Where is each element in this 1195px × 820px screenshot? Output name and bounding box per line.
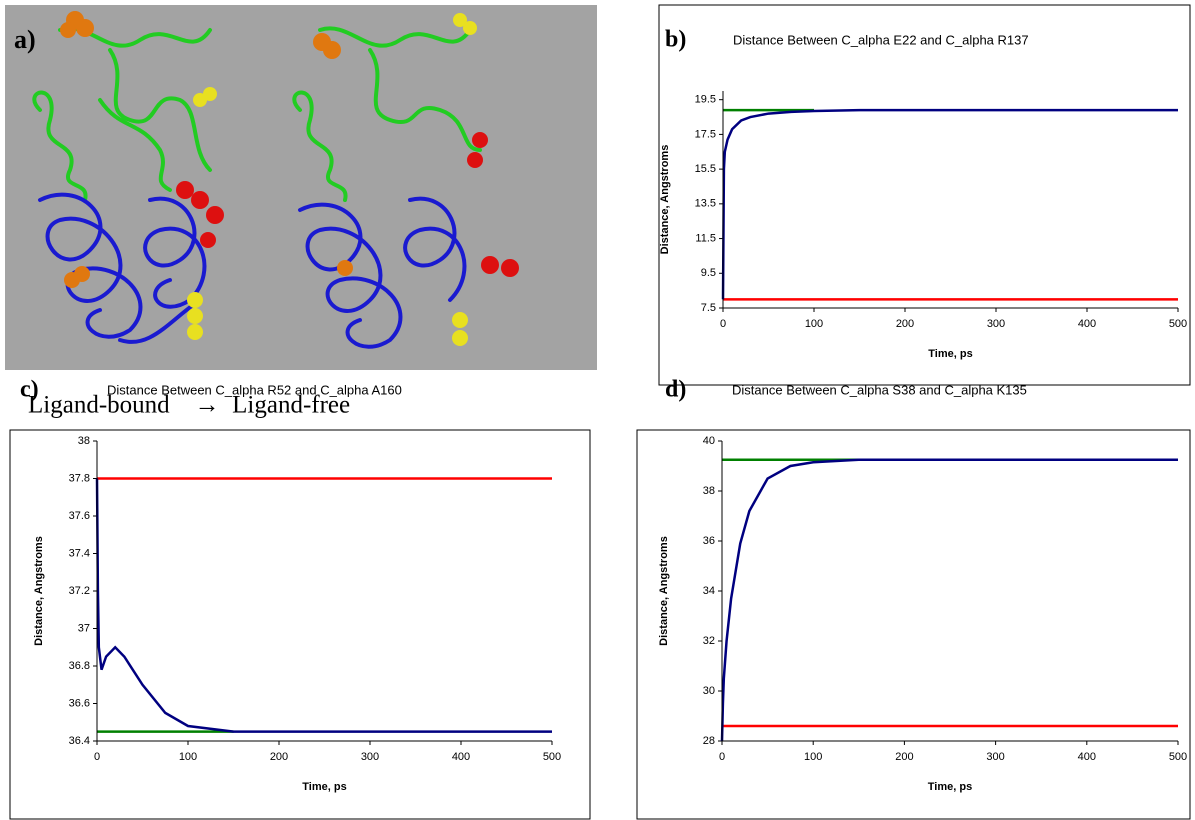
x-tick-label: 100: [805, 318, 823, 330]
chart-title: Distance Between C_alpha E22 and C_alpha…: [733, 32, 1029, 47]
x-tick-label: 200: [896, 318, 914, 330]
y-tick-label: 7.5: [701, 302, 716, 314]
x-tick-label: 400: [452, 751, 470, 763]
x-axis-label: Time, ps: [928, 781, 972, 793]
chart-title: Distance Between C_alpha S38 and C_alpha…: [732, 382, 1027, 397]
y-tick-label: 36: [703, 535, 715, 547]
y-tick-label: 19.5: [695, 94, 716, 106]
y-axis-label: Distance, Angstroms: [33, 536, 45, 646]
page: {"panel_a": {"label": "a)", "caption": "…: [0, 0, 1195, 820]
x-tick-label: 400: [1078, 318, 1096, 330]
y-tick-label: 37: [78, 622, 90, 634]
x-axis-label: Time, ps: [928, 348, 972, 360]
y-tick-label: 37.6: [69, 510, 90, 522]
y-tick-label: 34: [703, 585, 715, 597]
figure: a) Ligand-bound → Ligand-free b)Distance…: [0, 0, 1195, 820]
molecule-panel: a): [5, 5, 597, 370]
panel-label: b): [665, 27, 686, 53]
panel-label: c): [20, 377, 39, 403]
panel-label: d): [665, 377, 686, 403]
y-tick-label: 28: [703, 735, 715, 747]
x-tick-label: 500: [543, 751, 561, 763]
panel-background: [5, 5, 597, 370]
x-tick-label: 500: [1169, 751, 1187, 763]
x-tick-label: 400: [1078, 751, 1096, 763]
x-tick-label: 300: [361, 751, 379, 763]
y-tick-label: 9.5: [701, 267, 716, 279]
panel-label: a): [14, 25, 36, 54]
data-line: [97, 479, 552, 732]
x-tick-label: 300: [986, 751, 1004, 763]
y-tick-label: 13.5: [695, 198, 716, 210]
y-tick-label: 15.5: [695, 163, 716, 175]
x-tick-label: 100: [179, 751, 197, 763]
y-tick-label: 36.8: [69, 660, 90, 672]
x-tick-label: 200: [895, 751, 913, 763]
x-tick-label: 100: [804, 751, 822, 763]
y-tick-label: 36.6: [69, 697, 90, 709]
y-tick-label: 30: [703, 685, 715, 697]
y-tick-label: 11.5: [695, 232, 716, 244]
x-tick-label: 0: [94, 751, 100, 763]
y-tick-label: 17.5: [695, 128, 716, 140]
y-axis-label: Distance, Angstroms: [659, 145, 671, 255]
x-tick-label: 200: [270, 751, 288, 763]
data-line: [722, 460, 1178, 741]
x-tick-label: 0: [720, 318, 726, 330]
chart-title: Distance Between C_alpha R52 and C_alpha…: [107, 382, 402, 397]
y-tick-label: 38: [78, 435, 90, 447]
x-axis-label: Time, ps: [302, 781, 346, 793]
y-tick-label: 37.2: [69, 585, 90, 597]
y-tick-label: 37.4: [69, 547, 90, 559]
panel-frame: [659, 5, 1190, 385]
x-tick-label: 500: [1169, 318, 1187, 330]
x-tick-label: 0: [719, 751, 725, 763]
y-tick-label: 40: [703, 435, 715, 447]
y-tick-label: 37.8: [69, 472, 90, 484]
y-axis-label: Distance, Angstroms: [658, 536, 670, 646]
y-tick-label: 32: [703, 635, 715, 647]
y-tick-label: 38: [703, 485, 715, 497]
data-line: [723, 110, 1178, 299]
y-tick-label: 36.4: [69, 735, 90, 747]
x-tick-label: 300: [987, 318, 1005, 330]
